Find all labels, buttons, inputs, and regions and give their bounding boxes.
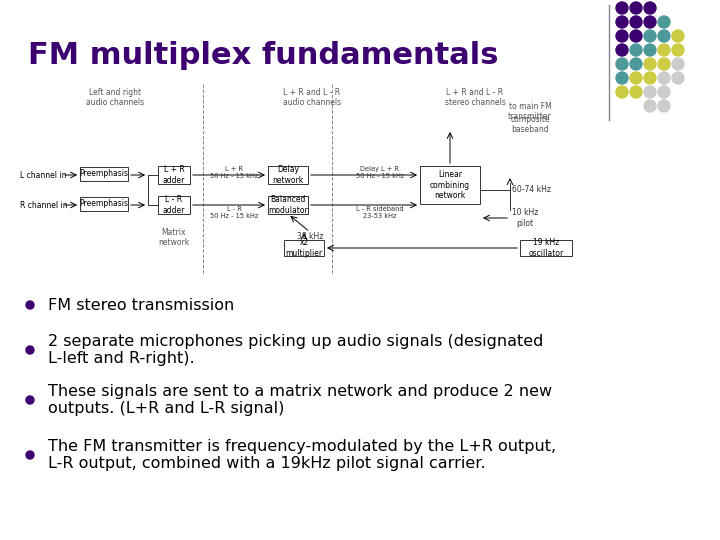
Circle shape (616, 30, 628, 42)
Text: 2 separate microphones picking up audio signals (designated
L-left and R-right).: 2 separate microphones picking up audio … (48, 334, 544, 366)
Circle shape (26, 396, 34, 404)
Circle shape (658, 72, 670, 84)
Circle shape (644, 30, 656, 42)
Circle shape (644, 100, 656, 112)
Text: R channel in: R channel in (20, 200, 68, 210)
Circle shape (616, 16, 628, 28)
Circle shape (644, 16, 656, 28)
Circle shape (644, 72, 656, 84)
Circle shape (658, 100, 670, 112)
Text: Balanced
modulator: Balanced modulator (268, 195, 308, 215)
Bar (158, 196, 190, 214)
Circle shape (26, 451, 34, 459)
Text: L - R
adder: L - R adder (163, 195, 185, 215)
Text: Preemphasis: Preemphasis (79, 199, 128, 208)
Circle shape (672, 30, 684, 42)
Text: L + R and L - R
audio channels: L + R and L - R audio channels (283, 88, 341, 107)
Text: x2
multiplier: x2 multiplier (285, 238, 323, 258)
Circle shape (630, 30, 642, 42)
Circle shape (672, 58, 684, 70)
Text: L - R sideband
23-53 kHz: L - R sideband 23-53 kHz (356, 206, 404, 219)
Circle shape (26, 346, 34, 354)
Circle shape (26, 301, 34, 309)
Circle shape (644, 58, 656, 70)
Text: Linear
combining
network: Linear combining network (430, 170, 470, 200)
Circle shape (672, 44, 684, 56)
Text: FM stereo transmission: FM stereo transmission (48, 298, 234, 313)
Text: These signals are sent to a matrix network and produce 2 new
outputs. (L+R and L: These signals are sent to a matrix netwo… (48, 384, 552, 416)
Circle shape (616, 72, 628, 84)
Circle shape (644, 2, 656, 14)
Circle shape (630, 2, 642, 14)
Text: composite
baseband: composite baseband (510, 115, 550, 134)
Text: to main FM
transmitter: to main FM transmitter (508, 102, 552, 122)
Circle shape (658, 16, 670, 28)
Text: L + R
50 Hz - 15 kHz: L + R 50 Hz - 15 kHz (210, 166, 258, 179)
Text: Preemphasis: Preemphasis (79, 170, 128, 179)
Text: 19 kHz
oscillator: 19 kHz oscillator (528, 238, 564, 258)
Text: FM multiplex fundamentals: FM multiplex fundamentals (28, 40, 498, 70)
Text: L + R and L - R
stereo channels: L + R and L - R stereo channels (444, 88, 505, 107)
Circle shape (658, 30, 670, 42)
Circle shape (658, 44, 670, 56)
Text: L - R
50 Hz - 15 kHz: L - R 50 Hz - 15 kHz (210, 206, 258, 219)
Bar (420, 166, 480, 204)
Bar (80, 197, 128, 211)
Text: 10 kHz
pilot: 10 kHz pilot (512, 208, 539, 228)
Circle shape (672, 72, 684, 84)
Text: L channel in: L channel in (20, 171, 66, 179)
Circle shape (630, 58, 642, 70)
Bar (520, 240, 572, 256)
Text: Matrix
network: Matrix network (158, 228, 189, 247)
Text: 60-74 kHz: 60-74 kHz (512, 186, 551, 194)
Text: L + R
adder: L + R adder (163, 165, 185, 185)
Circle shape (630, 44, 642, 56)
Circle shape (630, 72, 642, 84)
Text: Left and right
audio channels: Left and right audio channels (86, 88, 144, 107)
Circle shape (658, 58, 670, 70)
Text: Delay L + R
50 Hz - 15 kHz: Delay L + R 50 Hz - 15 kHz (356, 166, 404, 179)
Text: Delay
network: Delay network (272, 165, 304, 185)
Circle shape (616, 2, 628, 14)
Circle shape (630, 86, 642, 98)
Circle shape (616, 44, 628, 56)
Bar (284, 240, 324, 256)
Circle shape (616, 86, 628, 98)
Circle shape (616, 58, 628, 70)
Circle shape (644, 44, 656, 56)
Text: 38 kHz: 38 kHz (297, 232, 323, 241)
Bar (268, 166, 308, 184)
Circle shape (658, 86, 670, 98)
Circle shape (644, 86, 656, 98)
Text: The FM transmitter is frequency-modulated by the L+R output,
L-R output, combine: The FM transmitter is frequency-modulate… (48, 439, 556, 471)
Bar (80, 167, 128, 181)
Circle shape (630, 16, 642, 28)
Bar (268, 196, 308, 214)
Bar (158, 166, 190, 184)
